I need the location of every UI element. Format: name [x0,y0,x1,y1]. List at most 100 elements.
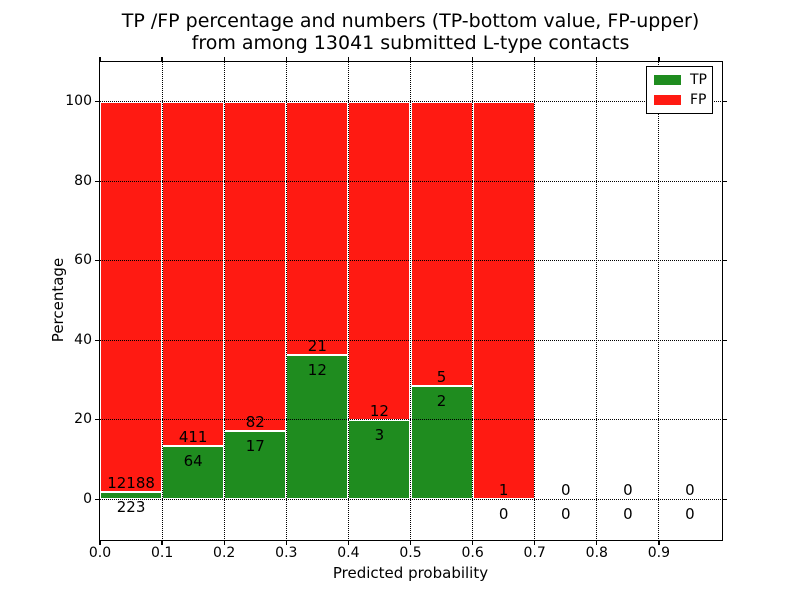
bar-segment-tp [100,492,163,500]
fp-count-label: 12 [369,401,389,420]
x-tick-mark [658,56,660,62]
x-tick-mark [596,539,598,545]
gridline-vertical [410,62,411,539]
gridline-horizontal [100,101,721,103]
y-tick-mark [721,101,727,103]
legend-entry-label: TP [690,72,707,88]
x-tick-mark [596,56,598,62]
gridline-vertical [161,62,163,539]
fp-count-label: 0 [560,481,571,500]
gridline-vertical [596,62,598,539]
x-tick-mark [347,56,350,62]
y-tick-mark [721,498,727,500]
bar-segment-tp [286,354,349,500]
y-axis-label: Percentage [49,257,67,343]
tp-count-label: 0 [685,505,695,524]
tp-count-label: 12 [307,360,327,379]
gridline-vertical [472,62,474,539]
y-tick-mark [94,180,100,182]
gridline-horizontal [100,498,721,500]
gridline-vertical [658,62,660,539]
fp-count-label: 82 [245,413,265,432]
fp-count-label: 0 [623,481,633,500]
gridline-vertical [223,62,225,539]
fp-count-label: 5 [436,367,447,386]
y-tick-mark [94,419,100,421]
x-tick-mark [223,539,225,545]
x-tick-mark [347,539,350,545]
gridline-horizontal [100,260,721,262]
chart-title-line-1: TP /FP percentage and numbers (TP-bottom… [121,10,700,32]
x-tick-mark [285,56,287,62]
tp-count-label: 3 [374,425,385,444]
x-tick-mark [99,56,101,62]
y-tick-label: 0 [83,490,92,507]
y-tick-label: 60 [74,252,92,269]
tp-count-label: 223 [116,498,146,517]
bar-segment-fp [410,101,473,386]
x-tick-label: 0.6 [461,545,484,561]
x-tick-label: 0.2 [213,545,236,561]
y-tick-mark [94,260,100,262]
gridline-horizontal [100,339,721,341]
x-tick-mark [223,56,225,62]
bar-segment-fp [472,101,535,500]
x-tick-label: 0.0 [88,545,112,561]
y-tick-mark [721,180,727,182]
fp-count-label: 1 [498,481,509,500]
bar-segment-fp [224,101,287,431]
x-tick-label: 0.1 [150,545,174,561]
gridline-vertical [285,62,287,539]
tp-count-label: 0 [560,505,571,524]
x-axis-label: Predicted probability [332,564,489,582]
tp-count-label: 2 [436,391,447,410]
bar-segment-tp [162,445,225,500]
gridline-vertical [534,62,536,539]
x-tick-mark [471,56,474,62]
legend-entry: TP [654,72,707,88]
x-tick-mark [285,539,287,545]
gridline-vertical [347,62,349,539]
y-tick-mark [721,260,727,262]
fp-count-label: 21 [307,336,327,355]
tp-count-label: 0 [498,505,509,524]
x-tick-label: 0.3 [275,545,298,561]
bar-segment-fp [162,101,225,446]
y-tick-label: 100 [65,93,92,110]
x-tick-mark [658,539,660,545]
tp-count-label: 64 [183,451,203,470]
x-tick-mark [409,56,412,62]
x-tick-mark [409,539,412,545]
legend: TP FP [646,66,713,114]
x-tick-mark [161,539,163,545]
fp-count-label: 411 [178,427,208,446]
bar-segment-tp [410,385,473,500]
x-tick-label: 0.9 [647,545,671,561]
y-tick-mark [94,339,100,341]
x-tick-label: 0.4 [337,545,360,561]
y-tick-label: 80 [74,172,92,189]
tp-count-label: 17 [245,436,265,455]
y-tick-mark [94,498,100,500]
y-tick-label: 20 [74,411,92,428]
bar-segment-fp [286,101,349,355]
y-tick-mark [94,101,100,103]
x-tick-label: 0.8 [585,545,608,561]
x-tick-mark [534,539,536,545]
fp-count-label: 0 [685,481,695,500]
fp-legend-swatch [654,95,681,105]
tp-count-label: 0 [623,505,633,524]
x-tick-mark [161,56,163,62]
tp-legend-swatch [654,75,681,85]
gridline-horizontal [100,419,721,421]
legend-entry-label: FP [690,92,707,108]
x-tick-mark [471,539,474,545]
y-tick-mark [721,339,727,341]
y-tick-label: 40 [74,331,92,348]
chart-title: TP /FP percentage and numbers (TP-bottom… [100,10,721,54]
legend-entry: FP [654,92,707,108]
x-tick-mark [99,539,101,545]
x-tick-label: 0.5 [399,545,422,561]
plot-area: 12188 223 411 64 82 17 21 12 12 3 5 2 1 0 0 0 0 0 0 0 [100,62,721,539]
